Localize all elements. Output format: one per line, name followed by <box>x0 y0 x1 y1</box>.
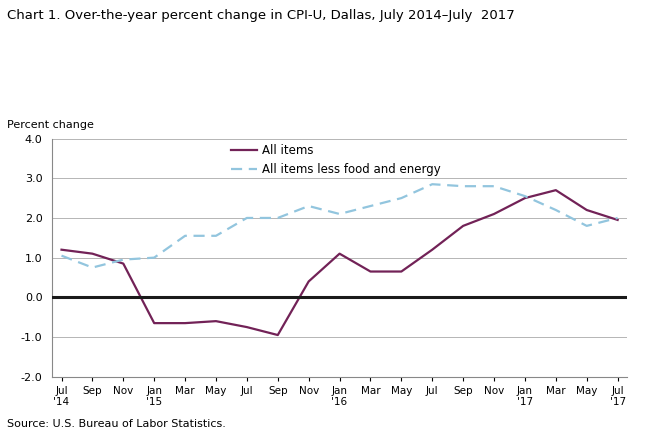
All items less food and energy <box>243 215 251 220</box>
Text: Percent change: Percent change <box>7 120 93 130</box>
All items <box>398 269 406 274</box>
All items less food and energy <box>614 215 622 220</box>
All items <box>89 251 97 256</box>
Line: All items: All items <box>61 190 618 335</box>
All items <box>521 196 529 201</box>
All items less food and energy <box>552 207 560 213</box>
All items less food and energy <box>89 265 97 270</box>
All items less food and energy <box>119 257 127 262</box>
All items <box>119 261 127 266</box>
All items <box>366 269 374 274</box>
All items <box>243 324 251 330</box>
All items less food and energy <box>582 223 590 229</box>
All items <box>459 223 467 229</box>
All items <box>212 319 220 324</box>
All items <box>274 333 281 338</box>
All items <box>150 320 158 326</box>
Legend: All items, All items less food and energy: All items, All items less food and energ… <box>231 145 441 176</box>
All items less food and energy <box>150 255 158 260</box>
All items <box>582 207 590 213</box>
All items <box>305 279 313 284</box>
All items less food and energy <box>274 215 281 220</box>
All items less food and energy <box>181 233 189 239</box>
All items <box>490 211 498 216</box>
All items <box>57 247 65 252</box>
Line: All items less food and energy: All items less food and energy <box>61 184 618 268</box>
All items <box>552 187 560 193</box>
All items less food and energy <box>398 196 406 201</box>
All items <box>181 320 189 326</box>
Text: Chart 1. Over-the-year percent change in CPI-U, Dallas, July 2014–July  2017: Chart 1. Over-the-year percent change in… <box>7 9 515 22</box>
All items less food and energy <box>428 181 436 187</box>
All items less food and energy <box>336 211 343 216</box>
All items less food and energy <box>57 253 65 258</box>
All items <box>428 247 436 252</box>
All items <box>336 251 343 256</box>
All items <box>614 217 622 223</box>
All items less food and energy <box>305 204 313 209</box>
All items less food and energy <box>459 184 467 189</box>
Text: Source: U.S. Bureau of Labor Statistics.: Source: U.S. Bureau of Labor Statistics. <box>7 419 225 429</box>
All items less food and energy <box>490 184 498 189</box>
All items less food and energy <box>212 233 220 239</box>
All items less food and energy <box>521 194 529 199</box>
All items less food and energy <box>366 204 374 209</box>
